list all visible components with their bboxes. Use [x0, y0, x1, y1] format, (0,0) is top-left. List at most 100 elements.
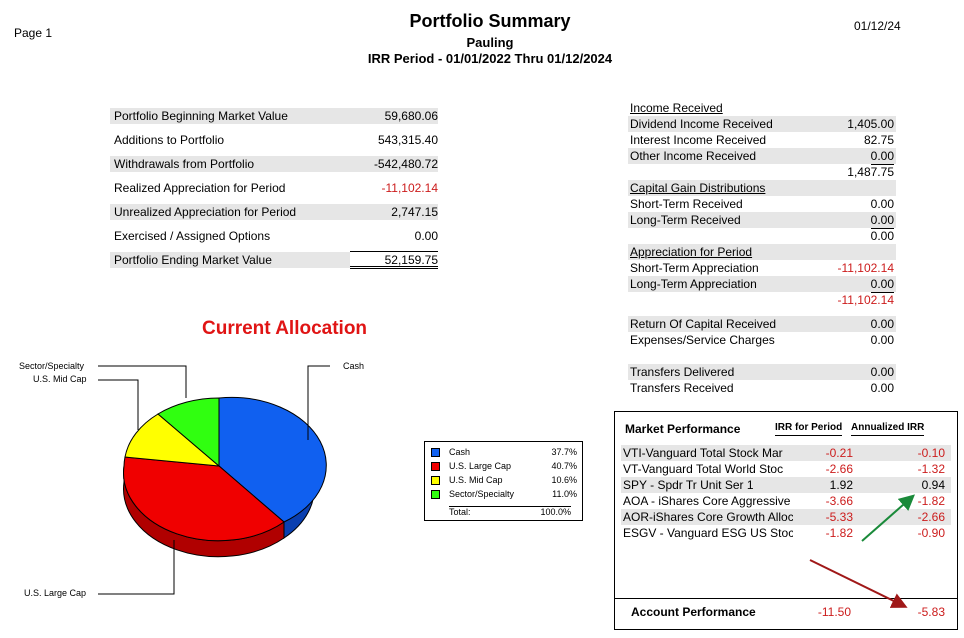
appreciation-total-row: -11,102.14 — [628, 292, 896, 308]
leader-sector — [98, 365, 187, 398]
summary-label: Realized Appreciation for Period — [114, 181, 286, 195]
market-performance-title: Market Performance — [625, 422, 741, 436]
income-value: 0.00 — [870, 316, 894, 332]
capgain-total: 0.00 — [870, 229, 894, 243]
summary-row: Realized Appreciation for Period -11,102… — [110, 180, 440, 196]
summary-value: 543,315.40 — [377, 133, 438, 147]
col-irr-header: IRR for Period — [775, 422, 843, 436]
appreciation-header: Appreciation for Period — [628, 244, 896, 260]
income-row: Transfers Received 0.00 — [628, 380, 896, 396]
summary-label: Additions to Portfolio — [114, 133, 225, 147]
holding-annualized: -0.10 — [917, 446, 945, 460]
income-value: 0.00 — [870, 276, 894, 293]
market-row: VTI-Vanguard Total Stock Mar -0.21 -0.10 — [621, 445, 951, 461]
summary-value: -11,102.14 — [381, 181, 439, 195]
income-value: 1,405.00 — [847, 116, 894, 132]
income-header: Income Received — [628, 100, 896, 116]
legend-total: Total: 100.0% — [449, 506, 571, 517]
holding-name: VT-Vanguard Total World Stoc — [623, 462, 784, 476]
holding-irr: -0.21 — [825, 446, 853, 460]
report-date: 01/12/24 — [854, 19, 901, 33]
income-value: 82.75 — [863, 133, 894, 147]
leader-cash — [307, 365, 330, 440]
legend-item: U.S. Mid Cap 10.6% — [431, 475, 577, 487]
legend-name: U.S. Mid Cap — [449, 475, 503, 485]
account-performance-annualized: -5.83 — [917, 605, 945, 619]
income-label: Dividend Income Received — [628, 116, 773, 132]
summary-row: Additions to Portfolio 543,315.40 — [110, 132, 440, 148]
holding-name: AOR-iShares Core Growth Alloc — [623, 510, 793, 524]
summary-row: Unrealized Appreciation for Period 2,747… — [110, 204, 440, 220]
leader-mid — [98, 379, 139, 430]
income-value: 0.00 — [870, 148, 894, 165]
income-value: 0.00 — [870, 364, 894, 380]
income-total-row: 1,487.75 — [628, 164, 896, 180]
income-row: Short-Term Received 0.00 — [628, 196, 896, 212]
income-row: Other Income Received 0.00 — [628, 148, 896, 165]
holding-name: SPY - Spdr Tr Unit Ser 1 — [623, 478, 754, 492]
holding-annualized: 0.94 — [921, 478, 945, 492]
legend-name: Sector/Specialty — [449, 489, 515, 499]
summary-value: 59,680.06 — [348, 108, 438, 124]
holding-irr: -3.66 — [825, 494, 853, 508]
summary-label: Unrealized Appreciation for Period — [110, 204, 350, 220]
income-label: Transfers Delivered — [628, 364, 735, 380]
income-row: Short-Term Appreciation -11,102.14 — [628, 260, 896, 276]
holding-annualized: -1.32 — [917, 462, 945, 476]
legend-name: Cash — [449, 447, 471, 457]
account-separator — [615, 598, 957, 599]
income-label: Return Of Capital Received — [628, 316, 777, 332]
legend-value: 10.6% — [551, 475, 577, 485]
page-number: Page 1 — [14, 26, 53, 40]
income-row: Transfers Delivered 0.00 — [628, 364, 896, 380]
pie-label-large: U.S. Large Cap — [24, 588, 87, 598]
income-label: Expenses/Service Charges — [630, 333, 775, 347]
income-header-label: Income Received — [630, 101, 723, 115]
report-title: Portfolio Summary — [409, 11, 571, 31]
market-row: VT-Vanguard Total World Stoc -2.66 -1.32 — [621, 461, 951, 477]
holding-irr: 1.92 — [829, 478, 853, 492]
capgain-total-row: 0.00 — [628, 228, 896, 244]
income-row: Long-Term Appreciation 0.00 — [628, 276, 896, 293]
legend-name: U.S. Large Cap — [449, 461, 512, 471]
income-value: 0.00 — [870, 333, 894, 347]
allocation-legend: Cash 37.7% U.S. Large Cap 40.7% U.S. Mid… — [424, 441, 583, 521]
summary-row: Portfolio Beginning Market Value 59,680.… — [110, 108, 440, 124]
capgain-header: Capital Gain Distributions — [628, 180, 896, 196]
holding-name: AOA - iShares Core Aggressive — [623, 494, 791, 508]
legend-total-value: 100.0% — [540, 507, 571, 517]
holding-annualized: -2.66 — [917, 510, 945, 524]
appreciation-total: -11,102.14 — [837, 293, 895, 307]
allocation-pie-chart — [98, 365, 330, 595]
summary-value: 2,747.15 — [348, 204, 438, 220]
pie-slice-cash — [218, 396, 327, 523]
client-name: Pauling — [466, 35, 514, 50]
summary-label: Portfolio Ending Market Value — [110, 252, 350, 268]
appreciation-header-label: Appreciation for Period — [628, 244, 753, 260]
legend-swatch — [431, 448, 440, 457]
summary-label: Portfolio Beginning Market Value — [110, 108, 350, 124]
income-value: 0.00 — [870, 212, 894, 229]
col-annualized-header: Annualized IRR — [851, 422, 925, 436]
summary-row-ending: Portfolio Ending Market Value 52,159.75 — [110, 251, 440, 269]
income-total: 1,487.75 — [847, 165, 894, 179]
income-label: Transfers Received — [630, 381, 734, 395]
legend-total-label: Total: — [449, 507, 471, 517]
holding-irr: -5.33 — [825, 510, 853, 524]
legend-value: 40.7% — [551, 461, 577, 471]
legend-swatch — [431, 462, 440, 471]
summary-row: Exercised / Assigned Options 0.00 — [110, 228, 440, 244]
pie-label-mid: U.S. Mid Cap — [33, 374, 87, 384]
holding-irr: -2.66 — [825, 462, 853, 476]
leader-large — [98, 540, 175, 595]
legend-item: Sector/Specialty 11.0% — [431, 489, 577, 501]
income-label: Other Income Received — [628, 148, 757, 164]
summary-label: Exercised / Assigned Options — [114, 229, 271, 243]
income-label: Interest Income Received — [630, 133, 767, 147]
income-value: 0.00 — [870, 197, 894, 211]
income-row: Interest Income Received 82.75 — [628, 132, 896, 148]
holding-annualized: -1.82 — [917, 494, 945, 508]
holding-name: ESGV - Vanguard ESG US Stoc — [623, 526, 793, 540]
pie-label-cash: Cash — [343, 361, 365, 371]
market-row: SPY - Spdr Tr Unit Ser 1 1.92 0.94 — [621, 477, 951, 493]
